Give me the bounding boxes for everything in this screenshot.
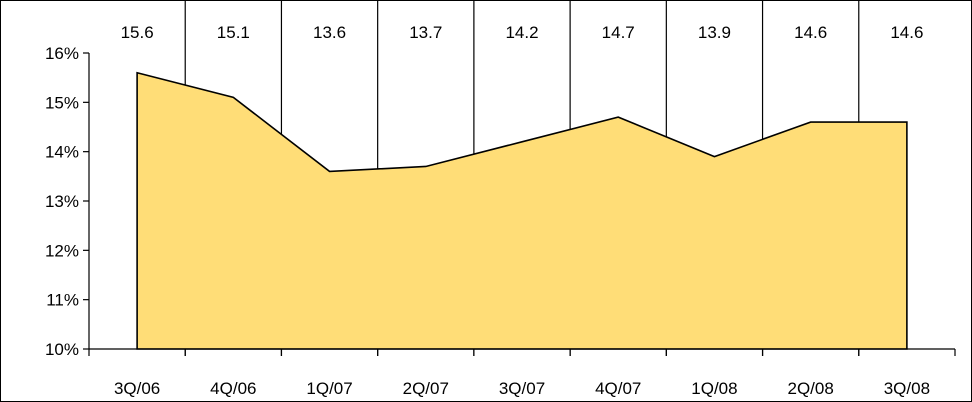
y-tick-label: 11% <box>46 291 79 310</box>
y-tick-label: 12% <box>45 241 79 260</box>
data-label: 14.6 <box>794 23 827 42</box>
area-series <box>136 71 908 350</box>
y-tick-label: 15% <box>45 93 79 112</box>
x-tick-label: 3Q/06 <box>114 379 160 398</box>
x-tick-label: 3Q/07 <box>499 379 545 398</box>
y-tick-label: 16% <box>45 44 79 63</box>
x-tick-label: 3Q/08 <box>884 379 930 398</box>
x-tick-label: 1Q/07 <box>306 379 352 398</box>
x-tick-label: 4Q/06 <box>210 379 256 398</box>
y-tick-label: 13% <box>45 192 79 211</box>
x-tick-label: 1Q/08 <box>691 379 737 398</box>
data-label: 15.1 <box>217 23 250 42</box>
data-label: 13.7 <box>409 23 442 42</box>
y-tick-label: 14% <box>45 143 79 162</box>
data-label: 13.6 <box>313 23 346 42</box>
x-tick-label: 4Q/07 <box>595 379 641 398</box>
data-label: 14.6 <box>890 23 923 42</box>
data-label: 13.9 <box>698 23 731 42</box>
y-tick-label: 10% <box>45 340 79 359</box>
data-label: 15.6 <box>121 23 154 42</box>
data-label: 14.2 <box>505 23 538 42</box>
data-label: 14.7 <box>602 23 635 42</box>
x-tick-label: 2Q/07 <box>403 379 449 398</box>
x-tick-label: 2Q/08 <box>788 379 834 398</box>
